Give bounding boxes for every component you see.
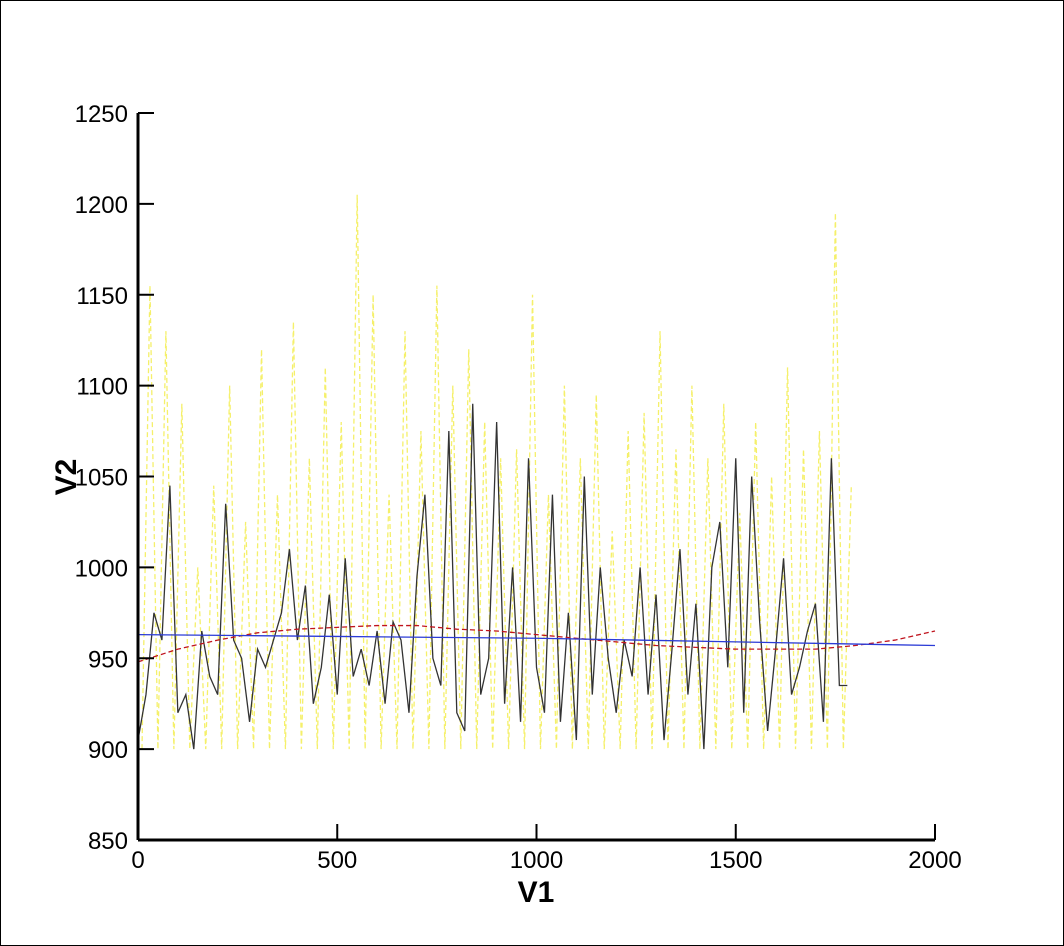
x-axis-title: V1 xyxy=(518,876,555,909)
series-line xyxy=(141,194,852,750)
y-tick-label: 1200 xyxy=(75,192,128,219)
y-axis-title: V2 xyxy=(50,459,83,496)
x-tick-label: 1500 xyxy=(709,847,762,874)
y-tick-label: 1150 xyxy=(76,283,128,310)
y-tick-label: 850 xyxy=(88,828,128,855)
y-tick-label: 1250 xyxy=(75,101,128,128)
y-tick-label: 950 xyxy=(88,646,128,673)
x-tick-label: 2000 xyxy=(908,847,961,874)
y-tick-label: 1050 xyxy=(75,465,128,492)
y-tick-label: 1100 xyxy=(76,374,128,401)
series-line xyxy=(137,624,936,663)
y-tick-label: 1000 xyxy=(75,555,128,582)
y-tick-label: 900 xyxy=(88,737,128,764)
x-tick-label: 1000 xyxy=(510,847,563,874)
x-tick-label: 500 xyxy=(317,847,357,874)
x-tick-label: 0 xyxy=(131,847,144,874)
series-line xyxy=(137,633,936,647)
series-line xyxy=(137,403,848,750)
